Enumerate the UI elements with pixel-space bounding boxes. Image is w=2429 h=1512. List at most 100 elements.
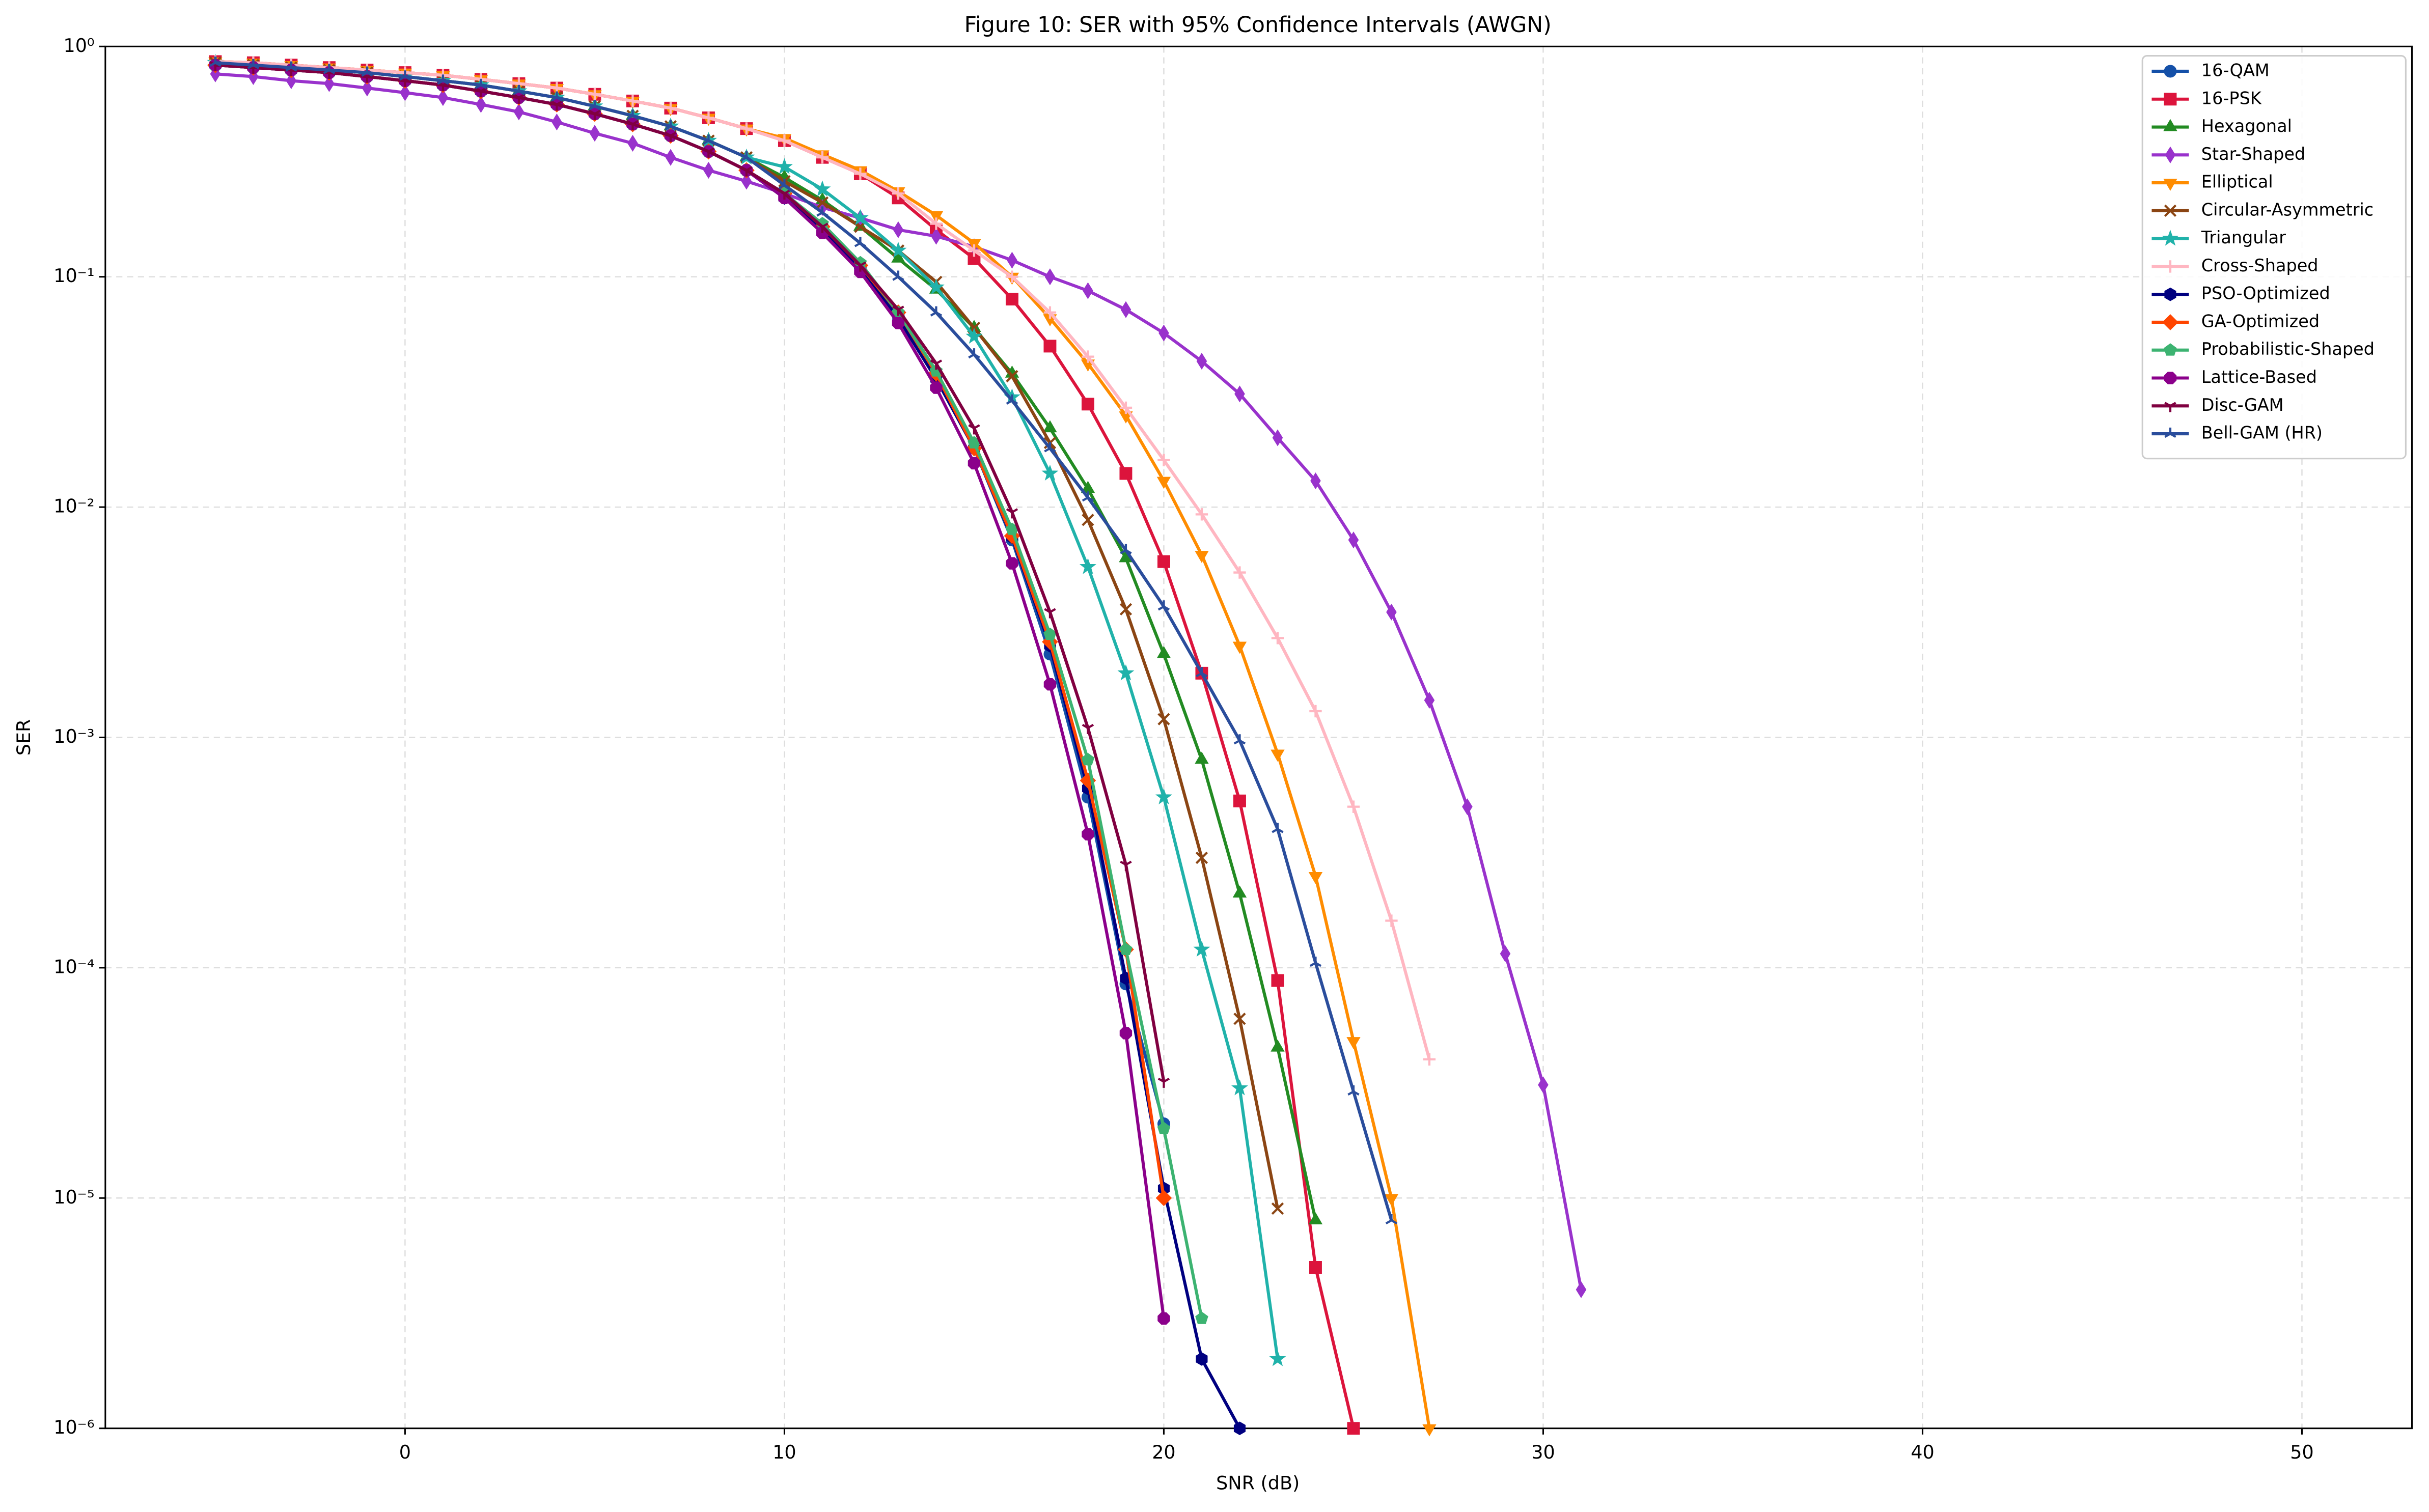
- marker: [814, 180, 831, 197]
- marker: [778, 134, 791, 147]
- marker: [740, 166, 753, 177]
- marker: [893, 221, 904, 238]
- legend-label: Triangular: [2201, 228, 2286, 247]
- legend-marker: [2164, 287, 2176, 301]
- marker: [816, 206, 829, 217]
- marker: [1155, 788, 1172, 804]
- marker: [589, 100, 601, 110]
- x-tick-label: 40: [1911, 1441, 1934, 1463]
- x-tick-label: 30: [1531, 1441, 1555, 1463]
- marker: [1308, 1212, 1323, 1225]
- marker: [892, 187, 905, 200]
- marker: [626, 120, 639, 131]
- marker: [1422, 1424, 1437, 1437]
- marker: [361, 66, 373, 77]
- marker: [1044, 268, 1056, 286]
- legend-marker: [2164, 427, 2176, 438]
- y-tick-label: 10⁰: [63, 35, 94, 57]
- marker: [665, 120, 677, 131]
- marker: [437, 74, 449, 85]
- marker: [513, 93, 525, 104]
- marker: [1120, 301, 1131, 318]
- chart-title: Figure 10: SER with 95% Confidence Inter…: [964, 12, 1552, 38]
- marker: [891, 250, 905, 263]
- marker: [892, 317, 905, 329]
- marker: [740, 122, 753, 135]
- marker: [1157, 1312, 1170, 1325]
- marker: [1232, 641, 1247, 654]
- legend-label: Disc-GAM: [2201, 395, 2284, 415]
- marker: [702, 111, 715, 124]
- marker: [1233, 1421, 1246, 1435]
- marker: [1156, 646, 1171, 658]
- marker: [1310, 472, 1321, 490]
- marker: [1462, 798, 1473, 816]
- legend-label: 16-QAM: [2201, 60, 2270, 80]
- marker: [931, 228, 942, 245]
- marker: [1083, 282, 1093, 299]
- marker: [1158, 324, 1169, 342]
- marker: [1157, 713, 1170, 725]
- y-tick-label: 10⁻⁶: [53, 1416, 94, 1438]
- marker: [551, 114, 562, 131]
- marker: [1157, 555, 1170, 568]
- series-line: [215, 63, 1166, 1082]
- marker: [1385, 914, 1398, 927]
- marker: [1196, 352, 1207, 370]
- series-line: [215, 61, 1393, 1221]
- marker: [1119, 603, 1133, 615]
- legend-marker: [2162, 230, 2179, 246]
- legend-marker: [2164, 343, 2177, 356]
- marker: [1385, 1214, 1398, 1225]
- marker: [1233, 734, 1246, 745]
- marker: [1309, 957, 1322, 967]
- marker: [1043, 627, 1057, 640]
- marker: [513, 85, 525, 95]
- legend-label: Cross-Shaped: [2201, 256, 2318, 275]
- marker: [1082, 514, 1094, 526]
- marker: [740, 151, 753, 162]
- marker: [1043, 340, 1057, 353]
- marker: [1271, 632, 1284, 645]
- marker: [1538, 1076, 1549, 1094]
- x-axis-label: SNR (dB): [1216, 1472, 1300, 1494]
- marker: [816, 196, 829, 209]
- marker: [1272, 823, 1284, 833]
- marker: [1120, 860, 1132, 871]
- marker: [400, 84, 410, 101]
- marker: [1119, 467, 1133, 480]
- marker: [1081, 752, 1095, 766]
- x-tick-label: 50: [2290, 1441, 2313, 1463]
- legend-label: Hexagonal: [2201, 116, 2292, 136]
- marker: [1041, 464, 1059, 481]
- marker: [627, 134, 638, 152]
- marker: [1006, 394, 1018, 405]
- marker: [1006, 557, 1018, 570]
- marker: [778, 179, 791, 189]
- marker: [285, 61, 297, 72]
- marker: [968, 348, 980, 359]
- marker: [1119, 401, 1133, 414]
- y-tick-label: 10⁻⁴: [53, 956, 94, 977]
- marker: [1500, 945, 1511, 962]
- marker: [968, 244, 981, 257]
- y-tick-label: 10⁻²: [53, 495, 94, 517]
- y-axis-label: SER: [13, 719, 35, 756]
- marker: [1232, 885, 1247, 898]
- marker: [854, 237, 867, 247]
- marker: [1234, 385, 1245, 403]
- marker: [665, 131, 677, 142]
- marker: [664, 102, 677, 115]
- marker: [702, 147, 715, 158]
- marker: [930, 217, 943, 230]
- marker: [1269, 1350, 1286, 1366]
- marker: [1231, 1079, 1248, 1096]
- marker: [1006, 508, 1018, 519]
- marker: [816, 151, 829, 164]
- marker: [816, 222, 829, 233]
- marker: [286, 72, 297, 90]
- marker: [892, 305, 904, 316]
- marker: [1081, 398, 1094, 411]
- marker: [1195, 551, 1209, 563]
